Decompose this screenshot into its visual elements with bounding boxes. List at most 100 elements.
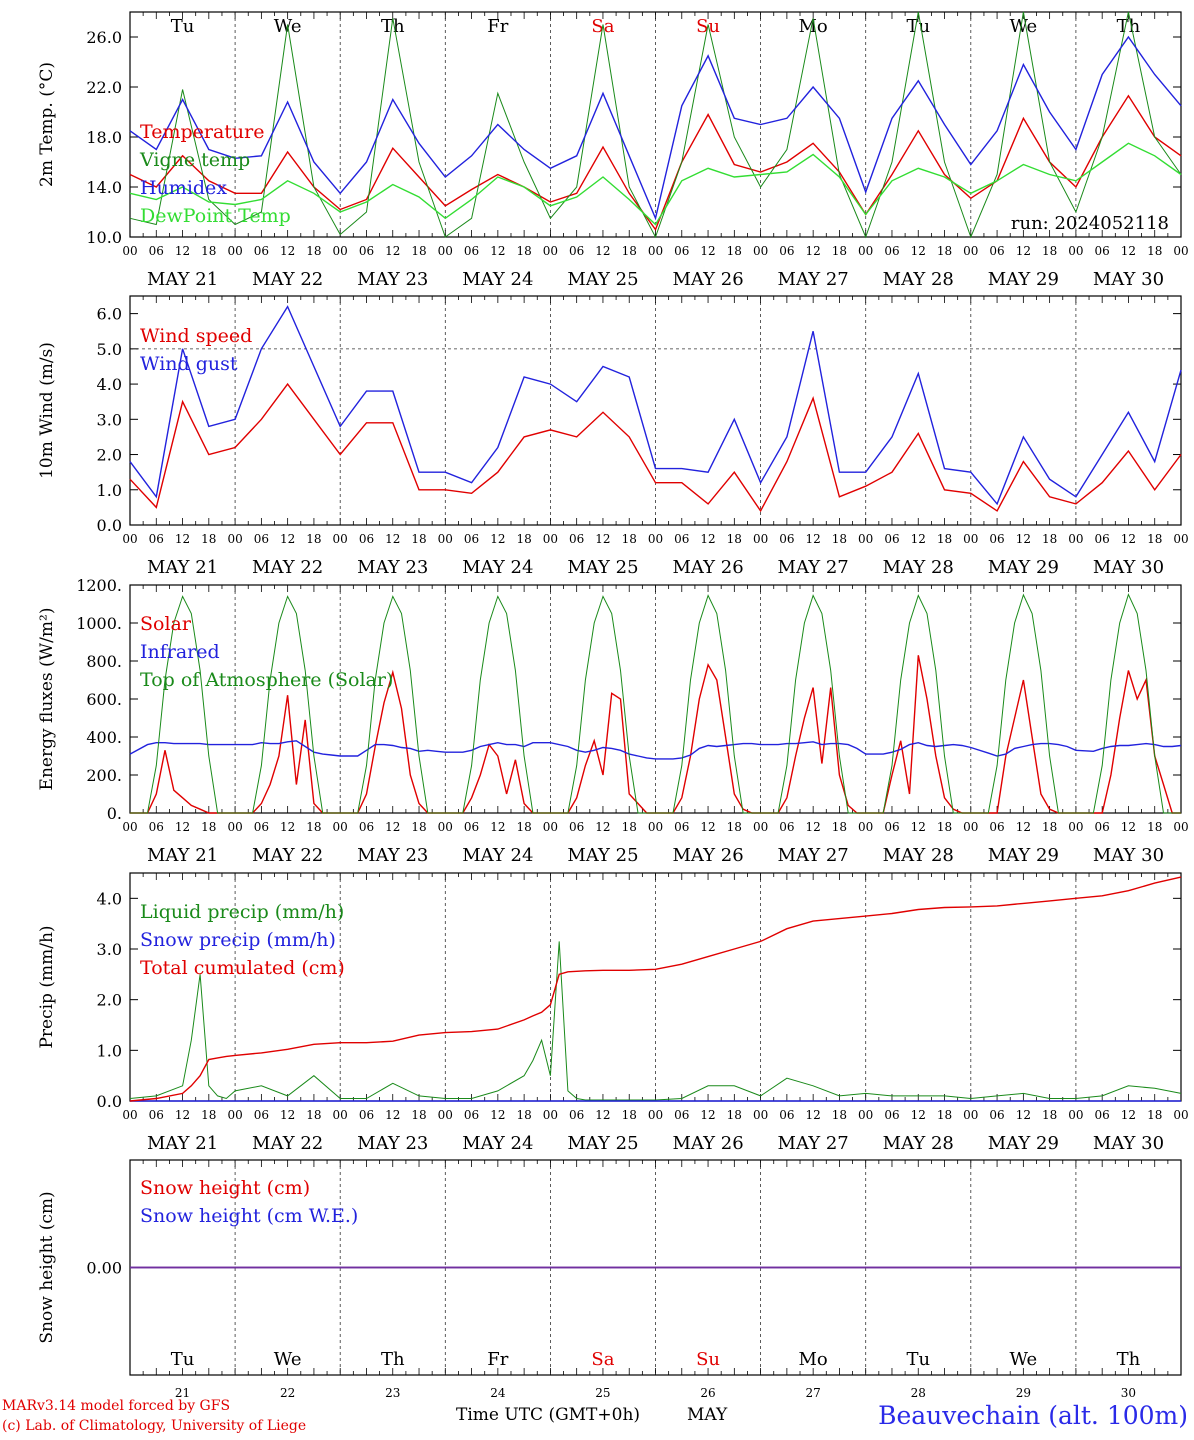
x-hour-tick-label: 00 [1068,244,1083,258]
x-date-label: MAY 29 [988,269,1059,290]
day-name-label: Th [381,1349,405,1370]
x-hour-tick-label: 06 [464,244,479,258]
x-hour-tick-label: 12 [1121,532,1136,546]
x-hour-tick-label: 18 [727,820,742,834]
x-date-label: MAY 25 [567,269,638,290]
x-hour-tick-label: 00 [227,532,242,546]
x-hour-tick-label: 06 [779,244,794,258]
y-tick-label: 22.0 [86,78,122,97]
x-hour-tick-label: 06 [359,532,374,546]
x-hour-tick-label: 00 [753,820,768,834]
x-hour-tick-label: 12 [280,532,295,546]
x-hour-tick-label: 18 [1042,244,1057,258]
x-hour-tick-label: 00 [753,532,768,546]
x-hour-tick-label: 12 [806,1108,821,1122]
x-hour-tick-label: 06 [464,1108,479,1122]
x-date-label: MAY 26 [672,269,743,290]
x-hour-tick-label: 06 [989,244,1004,258]
x-hour-tick-label: 00 [1173,820,1188,834]
y-axis-label: Snow height (cm) [37,1191,57,1343]
x-hour-tick-label: 00 [753,1108,768,1122]
x-hour-tick-label: 06 [254,532,269,546]
x-hour-tick-label: 18 [622,1108,637,1122]
x-hour-tick-label: 06 [569,244,584,258]
day-name-label: We [274,1349,302,1370]
series-line-total-cumulated-cm [129,876,1182,1102]
day-number-label: 24 [490,1386,506,1400]
x-hour-tick-label: 18 [937,244,952,258]
x-hour-tick-label: 18 [201,1108,216,1122]
day-name-label: We [1010,16,1038,37]
x-hour-tick-label: 18 [516,244,531,258]
station-name: Beauvechain (alt. 100m) [878,1401,1188,1430]
x-hour-tick-label: 06 [464,820,479,834]
series-line-liquid-precip-mm-h [129,941,1182,1101]
x-hour-tick-label: 00 [1173,1108,1188,1122]
x-hour-tick-label: 00 [333,244,348,258]
x-date-label: MAY 30 [1093,269,1164,290]
x-date-label: MAY 30 [1093,845,1164,866]
x-hour-tick-label: 12 [806,532,821,546]
x-hour-tick-label: 18 [1147,244,1162,258]
legend-entry: Humidex [140,177,227,199]
x-hour-tick-label: 06 [254,1108,269,1122]
x-date-label: MAY 21 [147,845,218,866]
x-hour-tick-label: 00 [648,244,663,258]
x-hour-tick-label: 00 [648,532,663,546]
legend-entry: Snow height (cm) [140,1177,310,1199]
x-hour-tick-label: 12 [911,1108,926,1122]
day-number-label: 30 [1121,1386,1136,1400]
x-hour-tick-label: 12 [700,1108,715,1122]
x-date-label: MAY 29 [988,845,1059,866]
x-date-label: MAY 26 [672,1133,743,1154]
x-hour-tick-label: 18 [727,532,742,546]
x-hour-tick-label: 12 [1121,244,1136,258]
y-axis-label: Precip (mm/h) [37,925,57,1048]
day-number-label: 25 [595,1386,610,1400]
panel-snow: 0.00 Snow height (cm) Snow height (cm) Snow… [37,1159,1182,1400]
x-hour-tick-label: 18 [516,532,531,546]
y-tick-label: 200. [86,766,122,785]
x-hour-tick-label: 06 [359,1108,374,1122]
x-hour-tick-label: 18 [516,1108,531,1122]
day-name-label: Tu [906,1349,930,1370]
x-hour-tick-label: 18 [411,1108,426,1122]
x-date-label: MAY 24 [462,845,533,866]
x-date-label: MAY 22 [252,557,323,578]
x-hour-tick-label: 00 [122,244,137,258]
x-hour-tick-label: 06 [254,820,269,834]
panel-frame [129,11,1182,238]
x-hour-tick-label: 00 [1068,1108,1083,1122]
x-hour-tick-label: 06 [569,532,584,546]
y-tick-label: 5.0 [97,340,122,359]
y-tick-label: 0. [107,804,122,823]
x-hour-tick-label: 12 [1121,820,1136,834]
x-hour-tick-label: 00 [333,820,348,834]
x-hour-tick-label: 12 [385,820,400,834]
x-date-label: MAY 28 [883,557,954,578]
y-tick-label: 26.0 [86,28,122,47]
panel-temperature: 00 06 12 18 00 06 12 18 00 06 12 18 00 06 12 18 00 06 12 18… [37,11,1189,290]
x-date-label: MAY 29 [988,1133,1059,1154]
x-hour-tick-label: 18 [937,532,952,546]
x-hour-tick-label: 06 [989,820,1004,834]
x-hour-tick-label: 06 [1095,532,1110,546]
x-hour-tick-label: 00 [227,820,242,834]
day-name-label: Tu [906,16,930,37]
x-hour-tick-label: 12 [385,1108,400,1122]
x-hour-tick-label: 12 [911,820,926,834]
legend-entry: Snow height (cm W.E.) [140,1205,358,1227]
x-hour-tick-label: 12 [490,1108,505,1122]
x-hour-tick-label: 00 [227,1108,242,1122]
x-hour-tick-label: 18 [622,820,637,834]
y-tick-label: 1.0 [97,1041,122,1060]
x-hour-tick-label: 18 [832,820,847,834]
x-hour-tick-label: 00 [438,820,453,834]
series-line-wind-speed [129,382,1182,513]
x-hour-tick-label: 18 [306,244,321,258]
x-hour-tick-label: 06 [674,1108,689,1122]
x-hour-tick-label: 12 [595,820,610,834]
x-hour-tick-label: 00 [648,820,663,834]
legend-entry: DewPoint Temp [140,205,291,227]
